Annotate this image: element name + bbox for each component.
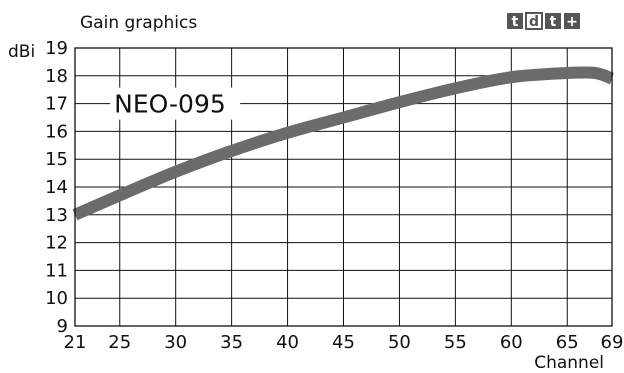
plot-border — [74, 47, 613, 327]
logo-letter-box — [564, 13, 580, 29]
y-tick-label: 9 — [57, 316, 68, 337]
chart-title: Gain graphics — [80, 13, 197, 33]
y-tick-label: 12 — [45, 233, 68, 254]
x-tick-labels: 21 25 30 35 40 45 50 55 60 65 69 — [64, 332, 624, 353]
y-tick-label: 15 — [45, 149, 68, 170]
y-tick-labels: 9 10 11 12 13 14 15 16 17 18 19 — [45, 38, 68, 337]
series-label: NEO-095 — [114, 90, 226, 119]
logo-letter-box — [507, 13, 523, 29]
y-axis-label: dBi — [8, 42, 35, 62]
logo-letter-box — [525, 12, 543, 30]
series-label-background — [110, 87, 241, 120]
x-tick-label: 30 — [164, 332, 187, 353]
logo-letter: + — [566, 14, 578, 30]
x-tick-label: 35 — [220, 332, 243, 353]
y-tick-label: 17 — [45, 94, 68, 115]
logo-letter: d — [529, 14, 539, 30]
plot-frame: NEO-095 — [72, 47, 615, 327]
x-tick-label: 65 — [556, 332, 579, 353]
y-tick-label: 14 — [45, 177, 68, 198]
y-tick-label: 19 — [45, 38, 68, 59]
y-tick-label: 16 — [45, 121, 68, 142]
series-line — [72, 66, 615, 221]
x-tick-label: 40 — [276, 332, 299, 353]
series-lines — [72, 66, 615, 221]
brand-logo: t d t + — [507, 12, 580, 30]
x-tick-label: 45 — [332, 332, 355, 353]
logo-letter: t — [512, 14, 519, 30]
x-tick-label: 50 — [388, 332, 411, 353]
series-labels: NEO-095 — [110, 87, 241, 120]
y-tick-label: 13 — [45, 205, 68, 226]
x-tick-label: 55 — [444, 332, 467, 353]
grid-lines — [75, 48, 612, 326]
x-tick-label: 60 — [500, 332, 523, 353]
x-tick-label: 25 — [108, 332, 131, 353]
x-tick-label: 21 — [64, 332, 87, 353]
logo-letter-box — [545, 13, 561, 29]
y-tick-label: 18 — [45, 66, 68, 87]
logo-letter: t — [550, 14, 557, 30]
y-tick-label: 10 — [45, 288, 68, 309]
y-tick-label: 11 — [45, 260, 68, 281]
x-axis-label: Channel — [534, 353, 604, 373]
x-tick-label: 69 — [601, 332, 624, 353]
